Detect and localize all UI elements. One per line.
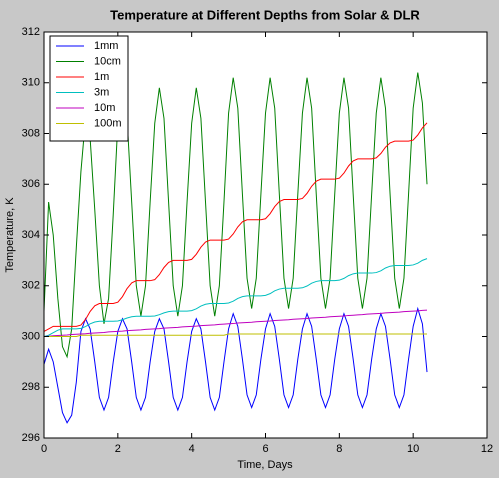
series-line [44, 258, 428, 337]
lines [44, 72, 428, 424]
x-tick-label: 6 [262, 443, 268, 455]
ticks: 0 2 4 6 8 10 12 296 298 300 302 304 306 308 310 312 [22, 26, 493, 455]
y-tick-label: 300 [22, 330, 40, 342]
x-tick-label: 4 [189, 443, 195, 455]
x-tick-label: 8 [336, 443, 342, 455]
chart-title: Temperature at Different Depths from Sol… [110, 7, 420, 22]
x-tick-label: 10 [407, 443, 419, 455]
y-tick-label: 302 [22, 280, 40, 292]
x-axis-label: Time, Days [237, 459, 293, 471]
x-tick-label: 0 [41, 443, 47, 455]
series-line [44, 309, 428, 337]
y-tick-label: 298 [22, 381, 40, 393]
legend-label: 1mm [94, 40, 118, 52]
y-tick-label: 312 [22, 26, 40, 38]
legend-label: 10m [94, 102, 115, 114]
series-line [44, 333, 428, 337]
x-tick-label: 12 [481, 443, 493, 455]
legend-label: 1m [94, 71, 109, 83]
x-tick-label: 2 [115, 443, 121, 455]
legend: 1mm 10cm 1m 3m 10m 100m [49, 35, 129, 142]
legend-label: 100m [94, 117, 122, 129]
y-tick-label: 308 [22, 127, 40, 139]
y-axis-label: Temperature, K [4, 197, 16, 273]
y-tick-label: 310 [22, 77, 40, 89]
y-tick-label: 306 [22, 178, 40, 190]
y-tick-label: 304 [22, 229, 40, 241]
y-tick-label: 296 [22, 432, 40, 444]
legend-label: 10cm [94, 55, 121, 67]
series-line [44, 122, 428, 332]
series-line [44, 306, 428, 424]
legend-label: 3m [94, 86, 109, 98]
series-line [44, 72, 428, 359]
